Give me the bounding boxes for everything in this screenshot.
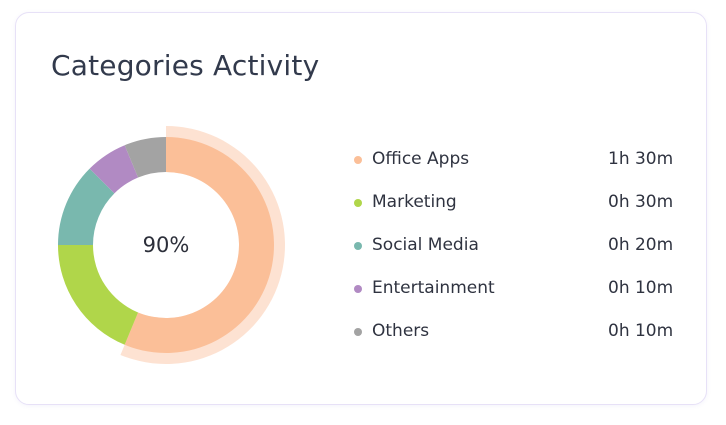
donut-slice-others[interactable] [124, 137, 166, 178]
legend-item-others[interactable]: Others 0h 10m [353, 312, 689, 355]
category-legend: Office Apps 1h 30m Marketing 0h 30m Social M… [353, 140, 689, 355]
legend-label: Entertainment [372, 278, 495, 298]
legend-time-value: 0h 10m [608, 321, 674, 341]
legend-item-office-apps[interactable]: Office Apps 1h 30m [353, 140, 689, 183]
legend-item-social-media[interactable]: Social Media 0h 20m [353, 226, 689, 269]
categories-activity-card: Categories Activity 90% Office Apps 1h 30… [15, 12, 707, 405]
legend-time-value: 0h 30m [608, 192, 674, 212]
donut-svg [58, 126, 286, 364]
legend-label: Social Media [372, 235, 479, 255]
legend-time-value: 0h 20m [608, 235, 674, 255]
donut-slice-office-apps[interactable] [124, 137, 274, 353]
legend-color-dot [354, 242, 362, 250]
legend-color-dot [354, 156, 362, 164]
donut-center-percent: 90% [142, 233, 190, 257]
legend-color-dot [354, 328, 362, 336]
legend-label: Others [372, 321, 430, 341]
donut-slice-entertainment[interactable] [89, 145, 139, 194]
legend-label: Marketing [372, 192, 457, 212]
legend-color-dot [354, 199, 362, 207]
donut-slice-marketing[interactable] [58, 245, 139, 345]
legend-label: Office Apps [372, 149, 470, 169]
legend-time-value: 1h 30m [608, 149, 674, 169]
legend-time-value: 0h 10m [608, 278, 674, 298]
legend-item-marketing[interactable]: Marketing 0h 30m [353, 183, 689, 226]
card-title: Categories Activity [51, 49, 320, 82]
legend-item-entertainment[interactable]: Entertainment 0h 10m [353, 269, 689, 312]
legend-color-dot [354, 285, 362, 293]
donut-slice-social-media[interactable] [58, 168, 115, 245]
activity-donut-chart: 90% [46, 125, 286, 365]
